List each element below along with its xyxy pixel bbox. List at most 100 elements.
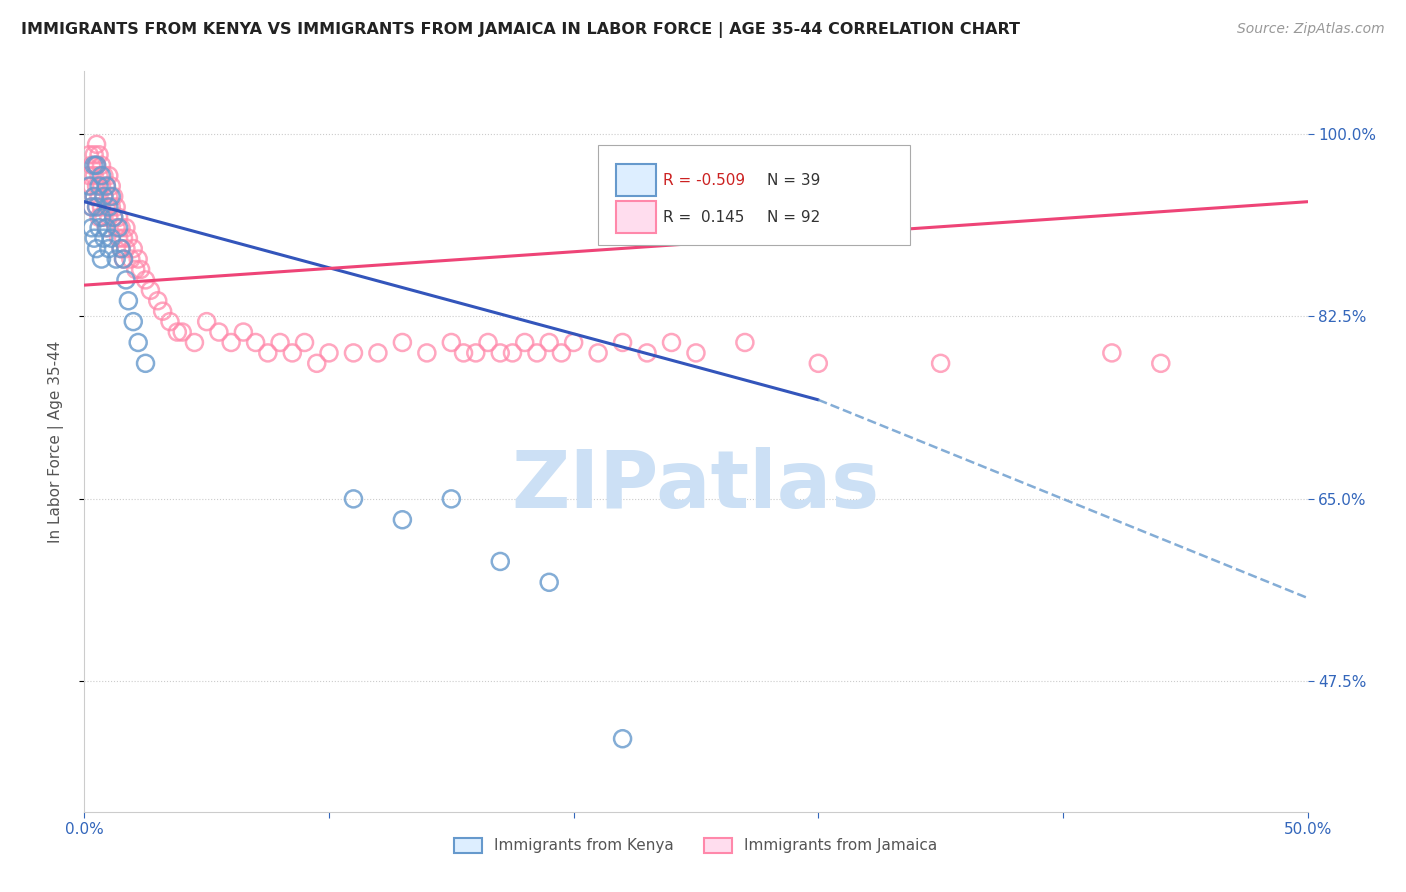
- Point: [208, 325, 231, 339]
- Point: [83, 158, 105, 172]
- Point: [87, 179, 110, 194]
- Point: [96, 179, 118, 194]
- Text: R = -0.509: R = -0.509: [664, 173, 745, 187]
- Point: [562, 335, 585, 350]
- Point: [93, 169, 115, 183]
- Point: [83, 231, 105, 245]
- Point: [122, 315, 145, 329]
- Point: [86, 158, 108, 172]
- Point: [269, 335, 291, 350]
- Point: [122, 242, 145, 256]
- Point: [107, 211, 129, 225]
- Point: [100, 231, 122, 245]
- Point: [105, 200, 128, 214]
- Legend: Immigrants from Kenya, Immigrants from Jamaica: Immigrants from Kenya, Immigrants from J…: [449, 831, 943, 860]
- Point: [612, 335, 634, 350]
- Point: [86, 200, 108, 214]
- Point: [127, 335, 149, 350]
- Point: [100, 200, 122, 214]
- Point: [105, 220, 128, 235]
- Point: [77, 148, 100, 162]
- Point: [367, 346, 389, 360]
- Point: [453, 346, 475, 360]
- Point: [93, 189, 115, 203]
- Point: [80, 158, 103, 172]
- Point: [117, 231, 139, 245]
- Point: [416, 346, 439, 360]
- Text: N = 92: N = 92: [766, 210, 820, 225]
- Point: [83, 148, 105, 162]
- Point: [87, 169, 110, 183]
- Point: [87, 148, 110, 162]
- Point: [110, 242, 132, 256]
- Point: [100, 189, 122, 203]
- Point: [83, 189, 105, 203]
- Point: [103, 211, 125, 225]
- Point: [96, 220, 118, 235]
- Point: [90, 211, 112, 225]
- Point: [440, 491, 463, 506]
- Point: [489, 346, 512, 360]
- Point: [80, 200, 103, 214]
- Point: [97, 169, 120, 183]
- Point: [195, 315, 218, 329]
- Point: [96, 179, 118, 194]
- Point: [96, 220, 118, 235]
- FancyBboxPatch shape: [598, 145, 910, 245]
- Point: [97, 189, 120, 203]
- Point: [80, 220, 103, 235]
- Point: [97, 242, 120, 256]
- Point: [342, 346, 364, 360]
- Point: [281, 346, 304, 360]
- Point: [107, 220, 129, 235]
- Point: [166, 325, 188, 339]
- Point: [538, 335, 561, 350]
- Point: [115, 273, 138, 287]
- Point: [110, 242, 132, 256]
- Point: [107, 231, 129, 245]
- Point: [152, 304, 174, 318]
- Point: [464, 346, 486, 360]
- Point: [477, 335, 499, 350]
- FancyBboxPatch shape: [616, 164, 655, 196]
- Point: [90, 200, 112, 214]
- Point: [83, 169, 105, 183]
- Point: [612, 731, 634, 746]
- Point: [526, 346, 548, 360]
- Point: [219, 335, 242, 350]
- Point: [86, 242, 108, 256]
- Point: [257, 346, 280, 360]
- Point: [105, 252, 128, 266]
- Point: [87, 220, 110, 235]
- Text: Source: ZipAtlas.com: Source: ZipAtlas.com: [1237, 22, 1385, 37]
- Point: [1150, 356, 1173, 370]
- Point: [103, 211, 125, 225]
- Point: [183, 335, 205, 350]
- Point: [929, 356, 952, 370]
- Point: [77, 169, 100, 183]
- Point: [807, 356, 830, 370]
- Point: [117, 293, 139, 308]
- Point: [103, 189, 125, 203]
- Point: [80, 179, 103, 194]
- FancyBboxPatch shape: [616, 201, 655, 234]
- Point: [172, 325, 194, 339]
- Point: [86, 200, 108, 214]
- Point: [550, 346, 572, 360]
- Point: [80, 200, 103, 214]
- Point: [685, 346, 707, 360]
- Point: [115, 220, 138, 235]
- Point: [86, 137, 108, 152]
- Point: [87, 189, 110, 203]
- Point: [97, 211, 120, 225]
- Point: [734, 335, 756, 350]
- Point: [90, 158, 112, 172]
- Point: [87, 211, 110, 225]
- Point: [636, 346, 658, 360]
- Point: [342, 491, 364, 506]
- Point: [146, 293, 169, 308]
- Point: [112, 252, 135, 266]
- Point: [90, 252, 112, 266]
- Point: [93, 189, 115, 203]
- Point: [93, 231, 115, 245]
